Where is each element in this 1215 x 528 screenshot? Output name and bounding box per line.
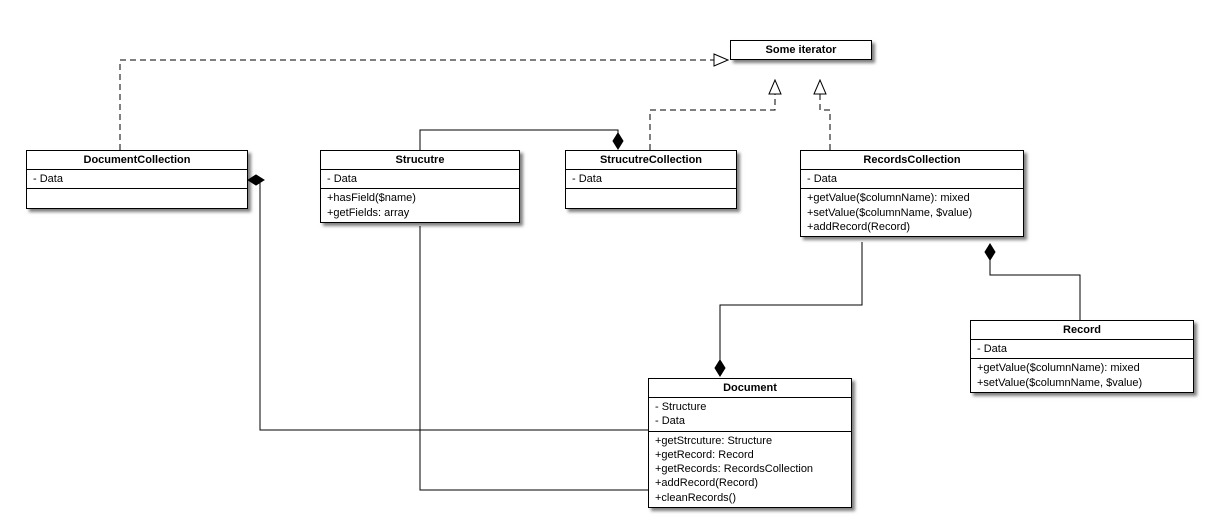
method: +getValue($columnName): mixed: [807, 191, 1017, 205]
method: +setValue($columnName, $value): [977, 376, 1187, 390]
conn-strucutrecoll-iterator: [650, 80, 775, 150]
class-title: StrucutreCollection: [566, 151, 736, 170]
class-title: Some iterator: [731, 41, 871, 59]
method: [572, 191, 730, 205]
attr: - Data: [977, 342, 1187, 356]
class-records-collection: RecordsCollection - Data +getValue($colu…: [800, 150, 1024, 237]
class-strucutre-collection: StrucutreCollection - Data: [565, 150, 737, 209]
attr: - Data: [807, 172, 1017, 186]
class-title: Record: [971, 321, 1193, 340]
class-methods: +getValue($columnName): mixed +setValue(…: [971, 359, 1193, 392]
class-attributes: - Data: [566, 170, 736, 189]
method: +addRecord(Record): [655, 476, 845, 490]
class-methods: +getValue($columnName): mixed +setValue(…: [801, 189, 1023, 236]
class-attributes: - Structure - Data: [649, 398, 851, 432]
method: [33, 191, 241, 205]
class-attributes: - Data: [321, 170, 519, 189]
class-title: Strucutre: [321, 151, 519, 170]
conn-doccoll-iterator: [120, 60, 728, 150]
connectors-layer: [0, 0, 1215, 528]
uml-canvas: Some iterator DocumentCollection - Data …: [0, 0, 1215, 528]
method: +hasField($name): [327, 191, 513, 205]
class-methods: [27, 189, 247, 207]
attr: - Data: [572, 172, 730, 186]
method: +setValue($columnName, $value): [807, 206, 1017, 220]
class-document-collection: DocumentCollection - Data: [26, 150, 248, 209]
class-document: Document - Structure - Data +getStrcutur…: [648, 378, 852, 508]
conn-recordscoll-iterator: [820, 80, 830, 150]
class-some-iterator: Some iterator: [730, 40, 872, 60]
class-attributes: - Data: [801, 170, 1023, 189]
attr: - Data: [655, 414, 845, 428]
class-strucutre: Strucutre - Data +hasField($name) +getFi…: [320, 150, 520, 223]
conn-record-recordscoll: [990, 244, 1080, 320]
class-record: Record - Data +getValue($columnName): mi…: [970, 320, 1194, 393]
method: +addRecord(Record): [807, 220, 1017, 234]
class-attributes: - Data: [971, 340, 1193, 359]
class-methods: +getStrcuture: Structure +getRecord: Rec…: [649, 432, 851, 507]
attr: - Structure: [655, 400, 845, 414]
class-methods: +hasField($name) +getFields: array: [321, 189, 519, 222]
class-title: RecordsCollection: [801, 151, 1023, 170]
method: +getRecord: Record: [655, 448, 845, 462]
attr: - Data: [33, 172, 241, 186]
class-title: Document: [649, 379, 851, 398]
class-title: DocumentCollection: [27, 151, 247, 170]
method: +getFields: array: [327, 206, 513, 220]
conn-strucutre-strucutrecoll: [420, 130, 618, 150]
class-attributes: - Data: [27, 170, 247, 189]
method: +getStrcuture: Structure: [655, 434, 845, 448]
method: +getRecords: RecordsCollection: [655, 462, 845, 476]
class-methods: [566, 189, 736, 207]
method: +getValue($columnName): mixed: [977, 361, 1187, 375]
conn-recordscoll-document: [720, 242, 862, 376]
attr: - Data: [327, 172, 513, 186]
method: +cleanRecords(): [655, 491, 845, 505]
